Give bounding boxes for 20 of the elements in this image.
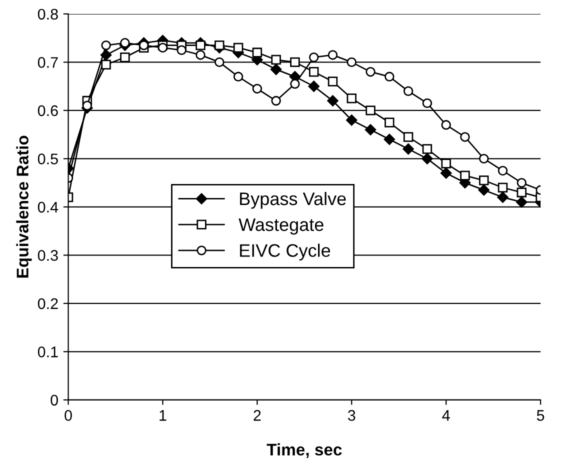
x-tick-label: 0 <box>64 410 72 421</box>
x-axis-title: Time, sec <box>266 443 342 458</box>
y-tick-label: 0.6 <box>38 105 58 116</box>
x-tick-label: 1 <box>160 410 166 421</box>
y-tick-label: 0.2 <box>38 298 58 310</box>
y-tick-label: 0.8 <box>38 8 58 20</box>
y-tick-label: 0.3 <box>38 250 58 261</box>
x-tick-label: 4 <box>442 410 450 421</box>
y-tick-label: 0 <box>50 394 58 406</box>
y-tick-label: 0.4 <box>38 202 58 213</box>
y-tick-label: 0.1 <box>38 346 58 358</box>
y-tick-label: 0.7 <box>38 57 58 68</box>
x-tick-label: 5 <box>536 410 544 421</box>
legend-label: Wastegate <box>238 218 324 235</box>
x-tick-label: 2 <box>254 410 261 421</box>
y-axis-title: Equivalence Ratio <box>16 136 32 278</box>
x-tick-label: 3 <box>348 410 356 421</box>
legend-label: Bypass Valve <box>240 192 346 209</box>
legend-label: EIVC Cycle <box>240 244 330 260</box>
y-tick-label: 0.5 <box>38 154 58 164</box>
